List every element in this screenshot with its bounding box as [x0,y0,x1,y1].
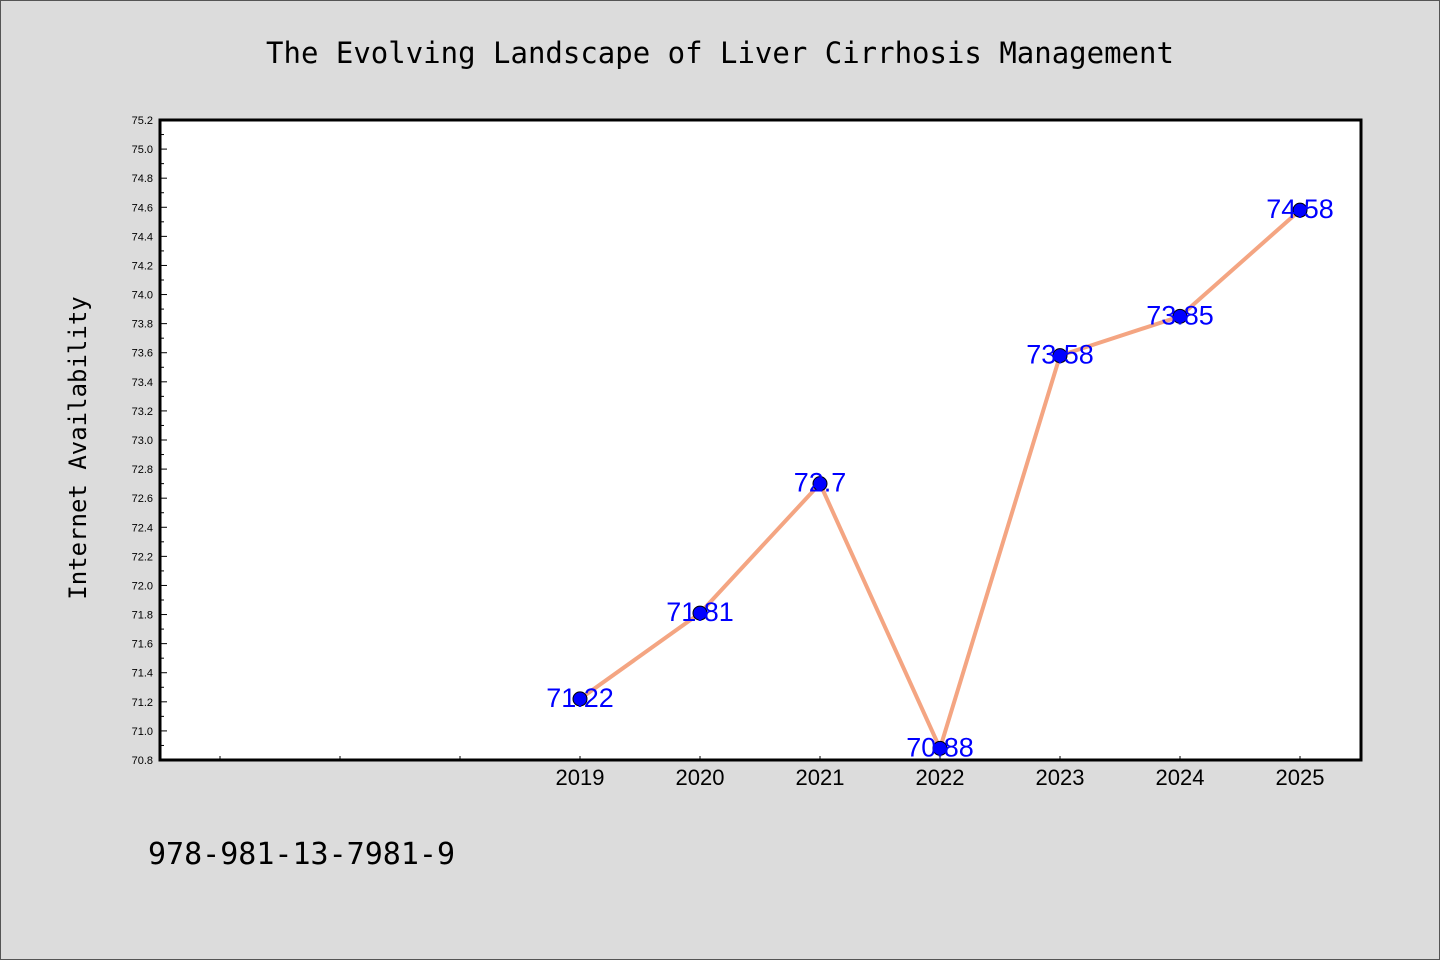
x-axis-ticks: 2019 2020 2021 2022 2023 2024 2025 [219,756,1325,790]
data-label: 72.7 [794,468,847,498]
y-tick-label: 71.4 [132,668,153,680]
y-tick-label: 71.2 [132,697,153,709]
data-point [572,691,588,707]
data-point [1052,348,1068,364]
data-point [932,740,948,756]
y-tick-label: 72.6 [132,493,153,505]
data-point [1292,202,1308,218]
data-label: 73.58 [1026,340,1094,370]
y-tick-label: 74.8 [132,173,153,185]
y-tick-label: 73.0 [132,435,153,447]
y-tick-label: 72.8 [132,464,153,476]
x-tick-label: 2022 [916,765,965,790]
y-tick-label: 73.6 [132,348,153,360]
y-tick-label: 73.8 [132,319,153,331]
y-tick-label: 72.4 [132,522,153,534]
y-axis-ticks: 70.8 71.0 71.2 71.4 71.6 71.8 72.0 72.2 72.4 72.6… [132,115,167,767]
y-tick-label: 74.4 [132,231,153,243]
y-tick-label: 72.2 [132,551,153,563]
y-tick-label: 74.0 [132,290,153,302]
isbn-text: 978-981-13-7981-9 [148,837,455,872]
plot-frame [158,118,1363,762]
data-label: 71.81 [666,597,734,627]
data-label: 74.58 [1266,194,1334,224]
y-tick-label: 74.6 [132,202,153,214]
x-tick-label: 2019 [556,765,605,790]
y-tick-label: 75.0 [132,144,153,156]
data-point [692,605,708,621]
y-tick-label: 73.4 [132,377,153,389]
y-tick-label: 71.6 [132,639,153,651]
y-tick-label: 74.2 [132,260,153,272]
plot-area [160,120,1361,760]
y-tick-label: 72.0 [132,580,153,592]
data-label: 71.22 [546,683,614,713]
x-tick-label: 2020 [676,765,725,790]
y-tick-label: 73.2 [132,406,153,418]
y-axis-label: Internet Availability [64,296,92,599]
data-label: 73.85 [1146,300,1214,330]
x-tick-label: 2023 [1036,765,1085,790]
y-tick-label: 75.2 [132,115,153,127]
data-point [1172,308,1188,324]
x-tick-label: 2021 [796,765,845,790]
y-tick-label: 71.0 [132,726,153,738]
y-tick-label: 70.8 [132,755,153,767]
data-label: 70.88 [906,732,974,762]
x-tick-label: 2024 [1156,765,1205,790]
data-point [812,476,828,492]
y-tick-label: 71.8 [132,610,153,622]
chart-title: The Evolving Landscape of Liver Cirrhosi… [266,36,1174,70]
x-tick-label: 2025 [1276,765,1325,790]
series-layer: 71.22 71.81 72.7 70.88 73.58 73.85 74.58 [546,194,1334,762]
